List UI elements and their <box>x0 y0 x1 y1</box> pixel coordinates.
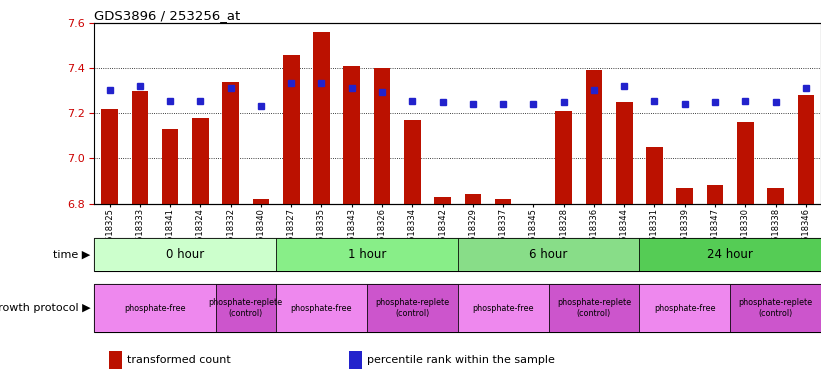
Text: 6 hour: 6 hour <box>530 248 567 261</box>
Bar <box>465 194 481 204</box>
Bar <box>109 351 122 369</box>
Bar <box>349 351 362 369</box>
Bar <box>94 238 276 271</box>
Text: phosphate-free: phosphate-free <box>124 304 186 313</box>
Text: phosphate-replete
(control): phosphate-replete (control) <box>739 298 813 318</box>
Bar <box>707 185 723 204</box>
Bar <box>458 284 548 332</box>
Bar <box>162 129 178 204</box>
Bar <box>677 188 693 204</box>
Text: phosphate-free: phosphate-free <box>654 304 716 313</box>
Bar <box>131 91 148 204</box>
Bar <box>313 32 330 204</box>
Bar <box>797 95 814 204</box>
Bar <box>458 238 640 271</box>
Bar <box>343 66 360 204</box>
Text: phosphate-replete
(control): phosphate-replete (control) <box>375 298 449 318</box>
Bar <box>555 111 572 204</box>
Bar <box>94 284 215 332</box>
Bar <box>495 199 511 204</box>
Bar <box>192 118 209 204</box>
Bar <box>276 238 458 271</box>
Bar <box>585 70 603 204</box>
Bar <box>367 284 458 332</box>
Bar <box>434 197 451 204</box>
Bar <box>283 55 300 204</box>
Text: phosphate-free: phosphate-free <box>291 304 352 313</box>
Bar <box>768 188 784 204</box>
Text: GDS3896 / 253256_at: GDS3896 / 253256_at <box>94 9 241 22</box>
Bar <box>640 284 730 332</box>
Bar <box>222 82 239 204</box>
Bar <box>253 199 269 204</box>
Bar <box>730 284 821 332</box>
Bar <box>374 68 390 204</box>
Bar <box>404 120 420 204</box>
Text: 0 hour: 0 hour <box>166 248 204 261</box>
Text: phosphate-replete
(control): phosphate-replete (control) <box>557 298 631 318</box>
Text: phosphate-replete
(control): phosphate-replete (control) <box>209 298 283 318</box>
Bar <box>737 122 754 204</box>
Text: growth protocol ▶: growth protocol ▶ <box>0 303 90 313</box>
Bar <box>215 284 276 332</box>
Bar <box>101 109 118 204</box>
Bar <box>548 284 640 332</box>
Bar <box>616 102 632 204</box>
Text: phosphate-free: phosphate-free <box>472 304 534 313</box>
Text: percentile rank within the sample: percentile rank within the sample <box>367 355 555 365</box>
Text: transformed count: transformed count <box>127 355 231 365</box>
Bar <box>640 238 821 271</box>
Text: 24 hour: 24 hour <box>707 248 753 261</box>
Bar <box>276 284 367 332</box>
Text: 1 hour: 1 hour <box>348 248 386 261</box>
Text: time ▶: time ▶ <box>53 249 90 260</box>
Bar <box>646 147 663 204</box>
